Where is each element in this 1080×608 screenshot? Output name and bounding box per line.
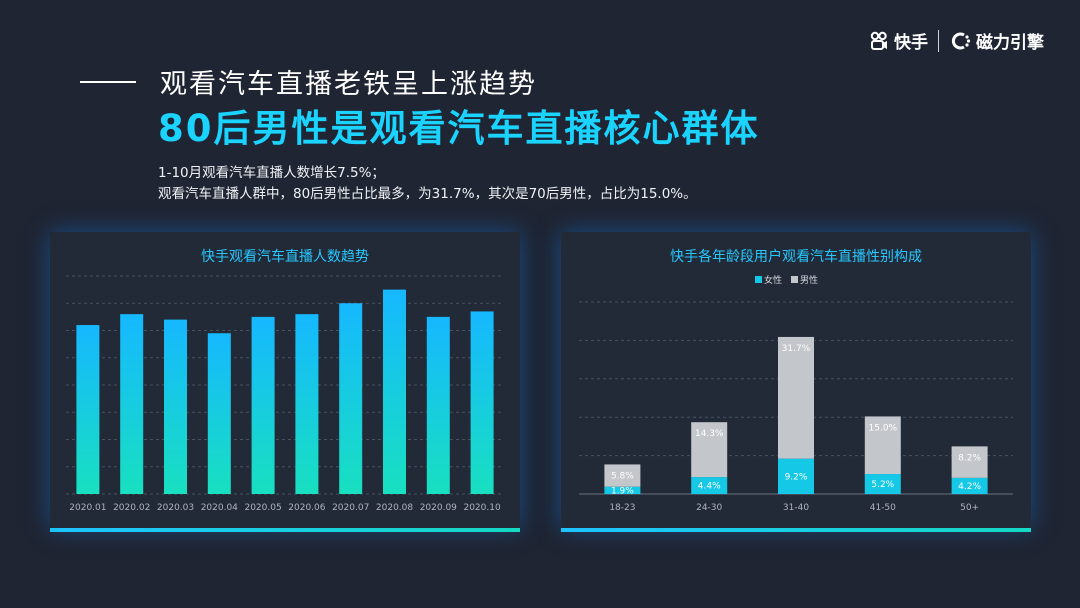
- trend-chart: 2020.01 2020.02 2020.03 2020.04 2020.05 2020.…: [66, 275, 504, 513]
- cili-text: 磁力引擎: [976, 33, 1044, 53]
- brand-logos: 快手 磁力引擎: [869, 28, 1044, 53]
- bar-female: [778, 458, 814, 494]
- x-tick-label: 2020.10: [463, 503, 500, 513]
- page-subtitle: 80后男性是观看汽车直播核心群体: [158, 107, 760, 150]
- data-label: 4.4%: [698, 482, 721, 492]
- data-label: 9.2%: [785, 472, 808, 482]
- kuaishou-text: 快手: [894, 33, 928, 53]
- panel-accent-bar: [50, 528, 520, 532]
- cili-icon: [951, 32, 971, 49]
- bar-female: [691, 477, 728, 494]
- legend-label: 男性: [800, 274, 818, 286]
- legend-swatch: [755, 276, 762, 283]
- x-tick-label: 31-40: [783, 503, 809, 513]
- gender-chart: 女性 男性 1.9% 5.8% 18-23 4.4% 14.3% 24-30 9.2% 31.7%…: [579, 274, 1013, 513]
- x-tick-label: 2020.01: [69, 503, 106, 513]
- data-label: 14.3%: [695, 429, 724, 439]
- bar: [76, 325, 100, 494]
- trend-chart-title: 快手观看汽车直播人数趋势: [201, 249, 369, 265]
- bar-female: [604, 486, 641, 494]
- x-tick-label: 41-50: [870, 503, 896, 513]
- description-line-1: 1-10月观看汽车直播人数增长7.5%；: [158, 165, 385, 181]
- brand-separator: [938, 29, 939, 52]
- bar: [207, 333, 231, 494]
- x-tick-label: 2020.07: [332, 503, 369, 513]
- bar: [339, 303, 363, 494]
- x-tick-label: 2020.08: [376, 503, 413, 513]
- bar-male: [951, 446, 988, 478]
- data-label: 5.2%: [871, 480, 894, 490]
- page-title: 观看汽车直播老铁呈上涨趋势: [160, 69, 537, 100]
- bar-female: [864, 474, 901, 494]
- kuaishou-icon: [870, 31, 887, 50]
- trend-chart-panel: 快手观看汽车直播人数趋势 2020.01 2020.02 2020.03 2020.0…: [50, 232, 520, 532]
- kuaishou-logo: 快手: [869, 28, 928, 53]
- x-tick-label: 24-30: [696, 503, 722, 513]
- bar: [251, 316, 275, 494]
- bar-male: [864, 416, 901, 475]
- x-tick-label: 2020.04: [201, 503, 238, 513]
- gender-chart-panel: 快手各年龄段用户观看汽车直播性别构成 女性 男性 1.9% 5.8% 18-23 4.4%…: [561, 232, 1031, 532]
- data-label: 8.2%: [958, 453, 981, 463]
- title-dash: [80, 80, 136, 83]
- x-tick-label: 2020.03: [157, 503, 194, 513]
- data-label: 31.7%: [782, 344, 811, 354]
- description: 1-10月观看汽车直播人数增长7.5%； 观看汽车直播人群中，80后男性占比最多…: [158, 163, 697, 205]
- panel-accent-bar: [561, 528, 1031, 532]
- x-tick-label: 18-23: [609, 503, 635, 513]
- x-tick-label: 2020.06: [288, 503, 325, 513]
- x-tick-label: 2020.09: [420, 503, 457, 513]
- data-label: 15.0%: [869, 423, 898, 433]
- bar: [120, 314, 144, 494]
- x-tick-label: 50+: [960, 503, 979, 513]
- x-tick-label: 2020.05: [244, 503, 281, 513]
- bar-male: [604, 464, 641, 487]
- bar-male: [778, 336, 814, 459]
- legend-label: 女性: [764, 274, 782, 286]
- cili-logo: 磁力引擎: [949, 28, 1044, 53]
- bar: [295, 314, 319, 494]
- data-label: 1.9%: [611, 486, 634, 496]
- gender-chart-title: 快手各年龄段用户观看汽车直播性别构成: [670, 249, 922, 265]
- bar: [426, 316, 450, 494]
- bar: [383, 289, 406, 494]
- x-tick-label: 2020.02: [113, 503, 150, 513]
- title-row: 观看汽车直播老铁呈上涨趋势: [80, 62, 537, 101]
- bar: [164, 319, 187, 494]
- legend-swatch: [791, 276, 798, 283]
- description-line-2: 观看汽车直播人群中，80后男性占比最多，为31.7%，其次是70后男性，占比为1…: [158, 186, 697, 202]
- data-label: 4.2%: [958, 482, 981, 492]
- data-label: 5.8%: [611, 471, 634, 481]
- bar-female: [951, 477, 988, 494]
- bar: [470, 311, 494, 494]
- bar-male: [691, 422, 728, 478]
